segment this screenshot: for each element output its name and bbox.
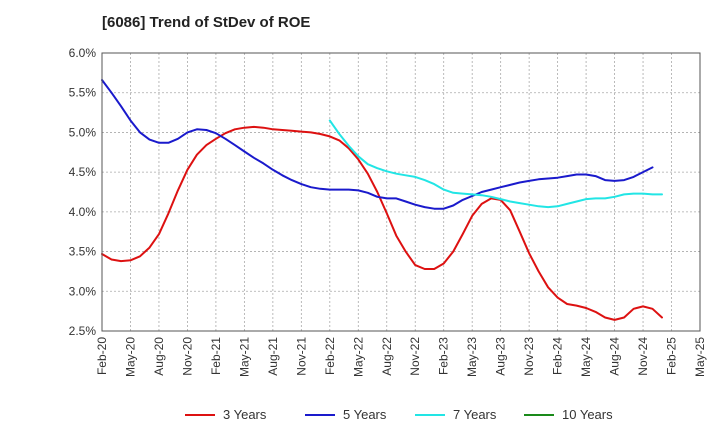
y-tick-label: 4.5% — [69, 165, 97, 179]
y-tick-label: 5.5% — [69, 86, 97, 100]
x-axis-ticks: Feb-20 May-20 Aug-20 Nov-20 Feb-21 May-21 Aug-… — [95, 337, 707, 377]
x-tick-label: Feb-23 — [437, 337, 451, 375]
series-line-3-years — [101, 125, 663, 321]
x-tick-label: Feb-20 — [95, 337, 109, 375]
legend: 3 Years 5 Years 7 Years 10 Years — [185, 407, 613, 422]
x-tick-label: Feb-22 — [323, 337, 337, 375]
x-tick-label: Aug-20 — [152, 337, 166, 376]
x-tick-label: Aug-23 — [494, 337, 508, 376]
legend-label: 5 Years — [343, 407, 387, 422]
x-tick-label: Nov-20 — [180, 337, 194, 376]
x-tick-label: Aug-24 — [608, 337, 622, 376]
x-tick-label: Nov-22 — [408, 337, 422, 376]
x-tick-label: Feb-25 — [665, 337, 679, 375]
x-tick-label: May-24 — [579, 337, 593, 377]
x-tick-label: Aug-22 — [380, 337, 394, 376]
x-tick-label: Nov-24 — [636, 337, 650, 376]
x-tick-label: Feb-24 — [551, 337, 565, 375]
x-tick-label: May-25 — [693, 337, 707, 377]
y-tick-label: 3.5% — [69, 245, 97, 259]
legend-label: 10 Years — [562, 407, 613, 422]
y-tick-label: 2.5% — [69, 324, 97, 338]
y-tick-label: 6.0% — [69, 46, 97, 60]
y-tick-label: 5.0% — [69, 125, 97, 139]
x-tick-label: May-23 — [465, 337, 479, 377]
x-tick-label: May-20 — [123, 337, 137, 377]
x-tick-label: May-22 — [351, 337, 365, 377]
series-line-5-years — [101, 79, 654, 210]
y-tick-label: 3.0% — [69, 284, 97, 298]
x-tick-label: Aug-21 — [266, 337, 280, 376]
x-tick-label: May-21 — [237, 337, 251, 377]
legend-label: 3 Years — [223, 407, 267, 422]
plot-frame — [101, 52, 701, 332]
series-lines — [101, 79, 663, 321]
x-tick-label: Feb-21 — [209, 337, 223, 375]
y-tick-label: 4.0% — [69, 205, 97, 219]
grid — [101, 52, 701, 332]
x-tick-label: Nov-21 — [294, 337, 308, 376]
chart-title: [6086] Trend of StDev of ROE — [102, 14, 311, 31]
x-tick-label: Nov-23 — [522, 337, 536, 376]
series-line-7-years — [328, 119, 663, 209]
y-axis-ticks: 2.5% 3.0% 3.5% 4.0% 4.5% 5.0% 5.5% 6.0% — [69, 46, 97, 338]
legend-label: 7 Years — [453, 407, 497, 422]
